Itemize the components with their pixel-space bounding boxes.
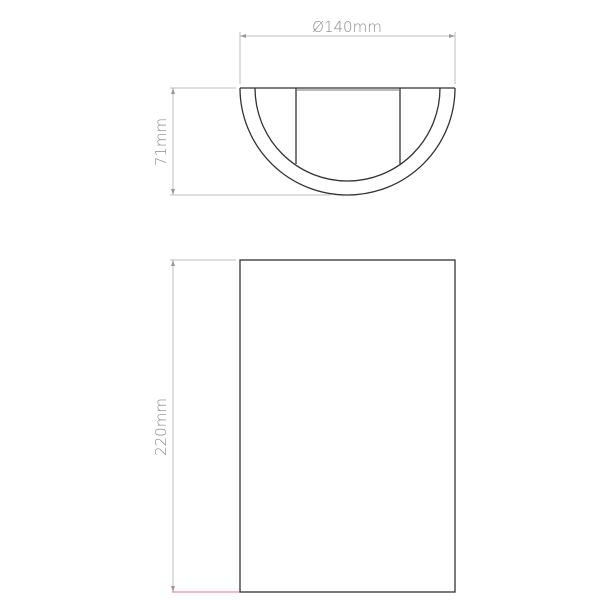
depth-dimension <box>170 87 330 196</box>
top-view-outer-arc <box>239 87 456 196</box>
top-view-inner-arc <box>254 87 441 182</box>
height-label: 220mm <box>152 398 170 456</box>
height-dimension <box>170 259 236 592</box>
diameter-label: Ø140mm <box>312 18 382 36</box>
diameter-dimension <box>239 32 456 84</box>
top-view <box>239 87 456 196</box>
front-view <box>239 259 456 593</box>
depth-label: 71mm <box>152 118 170 166</box>
